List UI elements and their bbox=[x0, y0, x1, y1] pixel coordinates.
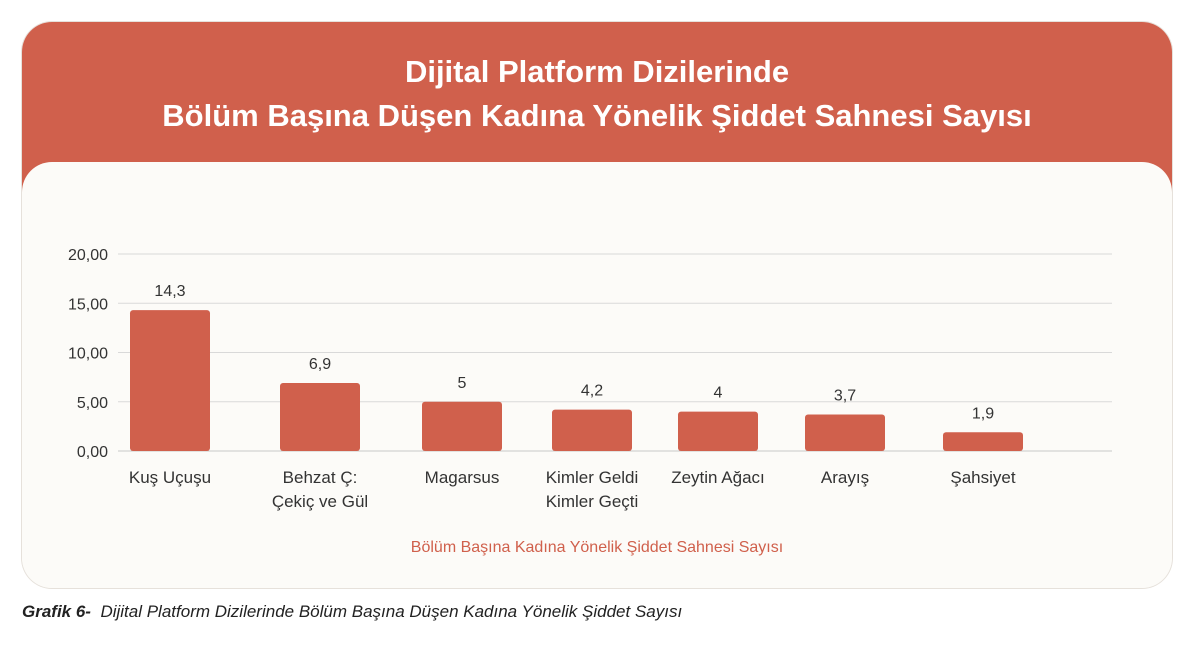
bar bbox=[422, 402, 502, 451]
data-label: 4 bbox=[714, 385, 723, 402]
y-tick-label: 0,00 bbox=[77, 444, 108, 461]
y-tick-label: 15,00 bbox=[68, 296, 108, 313]
caption-label: Grafik 6- bbox=[22, 602, 91, 621]
data-label: 3,7 bbox=[834, 388, 856, 405]
figure-caption: Grafik 6- Dijital Platform Dizilerinde B… bbox=[22, 602, 682, 622]
x-tick-label: Zeytin Ağacı bbox=[671, 468, 765, 487]
data-label: 4,2 bbox=[581, 383, 603, 400]
x-tick-label: Şahsiyet bbox=[950, 468, 1015, 487]
caption-text: Dijital Platform Dizilerinde Bölüm Başın… bbox=[100, 602, 682, 621]
data-label: 5 bbox=[458, 375, 467, 392]
data-label: 6,9 bbox=[309, 356, 331, 373]
x-tick-label: Magarsus bbox=[425, 468, 500, 487]
data-label: 14,3 bbox=[154, 283, 185, 300]
bar bbox=[552, 410, 632, 451]
y-tick-label: 5,00 bbox=[77, 395, 108, 412]
bar bbox=[130, 310, 210, 451]
data-label: 1,9 bbox=[972, 405, 994, 422]
x-tick-label: Arayış bbox=[821, 468, 869, 487]
y-tick-label: 20,00 bbox=[68, 247, 108, 264]
y-tick-label: 10,00 bbox=[68, 346, 108, 363]
x-tick-label: Behzat Ç: Çekiç ve Gül bbox=[272, 468, 368, 511]
chart-card: Dijital Platform Dizilerinde Bölüm Başın… bbox=[22, 22, 1172, 588]
x-tick-label: Kimler Geldi Kimler Geçti bbox=[546, 468, 639, 511]
legend-label: Bölüm Başına Kadına Yönelik Şiddet Sahne… bbox=[411, 539, 783, 556]
x-tick-label: Kuş Uçuşu bbox=[129, 468, 211, 487]
bar bbox=[280, 383, 360, 451]
bar bbox=[943, 432, 1023, 451]
bar-chart: 0,00 5,00 10,00 15,00 20,00 14,3 Kuş Uçuşu 6,9 B… bbox=[22, 22, 1172, 588]
bar bbox=[805, 415, 885, 451]
bar bbox=[678, 412, 758, 451]
